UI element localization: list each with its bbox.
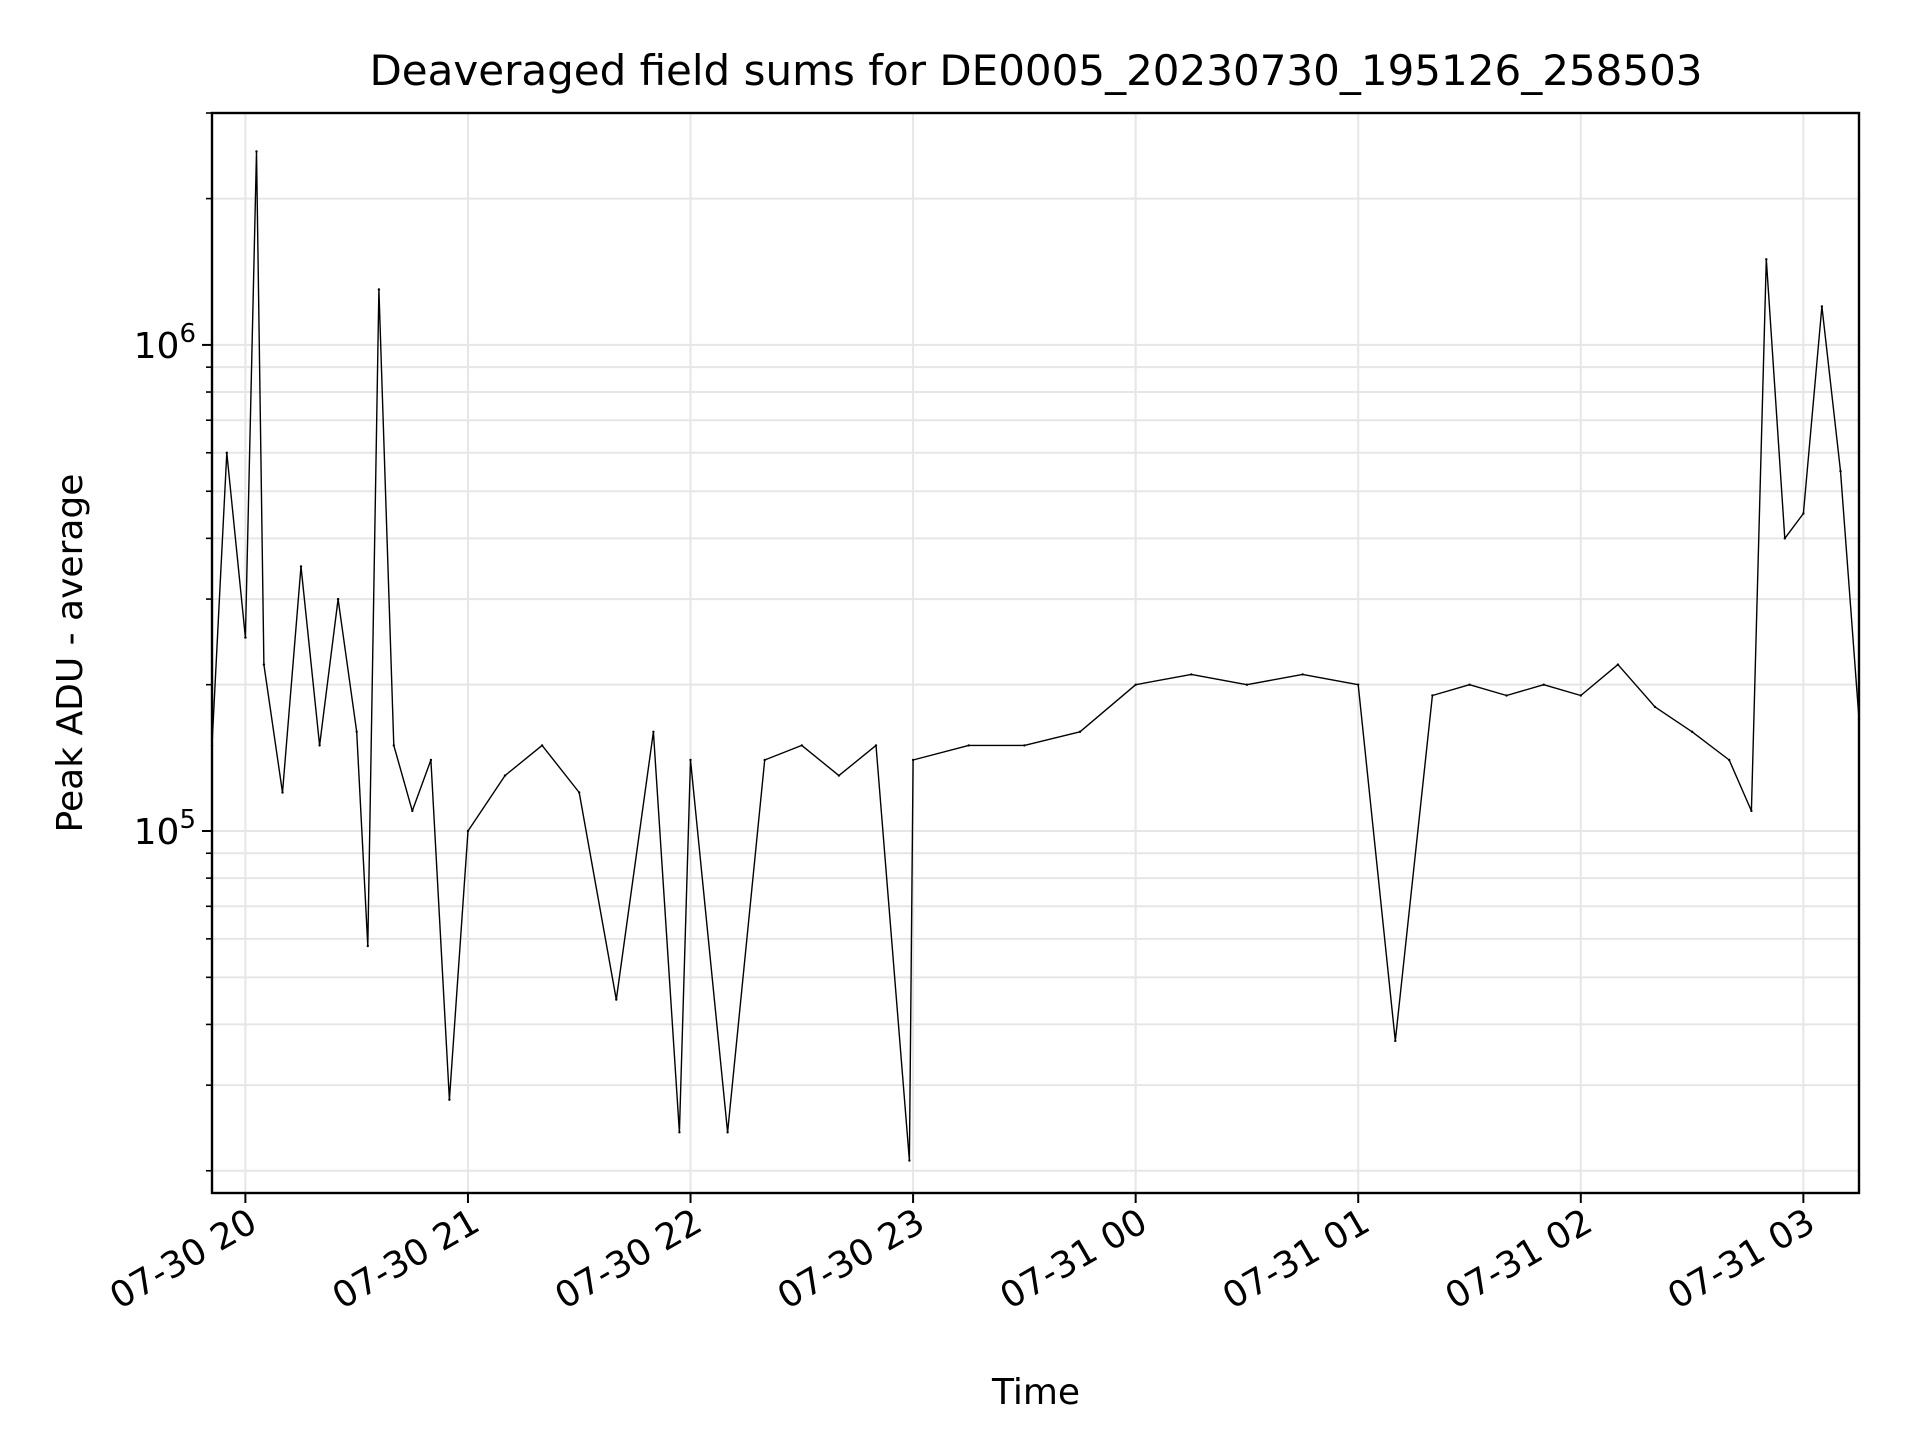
data-point: [262, 663, 266, 666]
data-point: [355, 730, 358, 733]
data-point: [225, 451, 228, 454]
data-point: [1357, 683, 1360, 686]
y-axis-ticks: 105 106: [134, 112, 212, 1172]
data-point: [366, 944, 369, 948]
data-point: [1820, 305, 1824, 308]
y-tick-label: 105: [134, 805, 196, 853]
data-point: [1245, 683, 1249, 686]
data-point: [1616, 663, 1620, 666]
data-point: [967, 744, 970, 747]
data-point: [1542, 683, 1545, 686]
data-point: [874, 744, 878, 747]
data-point: [908, 1159, 911, 1162]
data-point: [652, 730, 655, 733]
data-point: [678, 1131, 681, 1134]
data-point: [429, 758, 433, 762]
data-point: [911, 758, 915, 762]
data-point: [1690, 730, 1694, 733]
series-line: [211, 150, 1860, 1162]
y-axis-label: Peak ADU - average: [50, 474, 91, 833]
data-point: [448, 1098, 451, 1101]
data-point: [1728, 758, 1731, 762]
data-point: [1765, 258, 1768, 261]
data-point: [540, 744, 544, 747]
data-point: [726, 1131, 729, 1134]
chart-title: Deaveraged field sums for DE0005_2023073…: [369, 46, 1702, 95]
x-axis-label: Time: [991, 1372, 1080, 1413]
data-point: [1783, 537, 1787, 540]
data-point: [800, 744, 803, 747]
plot-frame: [210, 111, 1861, 1195]
data-point: [1468, 683, 1471, 686]
data-point: [1431, 694, 1434, 697]
data-point: [1839, 469, 1842, 473]
data-point: [1579, 694, 1583, 697]
data-point: [578, 791, 581, 794]
data-point: [1802, 512, 1805, 515]
data-point: [392, 744, 395, 747]
data-point: [1301, 673, 1304, 676]
data-point: [615, 998, 618, 1001]
x-grid: [244, 113, 1805, 1193]
data-point: [763, 758, 766, 762]
data-point: [1134, 683, 1137, 686]
data-point: [1505, 694, 1508, 697]
data-point: [318, 744, 321, 747]
data-point: [411, 809, 414, 813]
data-point: [466, 829, 470, 833]
data-point: [1023, 744, 1026, 747]
data-point: [1394, 1039, 1397, 1043]
series-layer: [210, 150, 1861, 1162]
data-point: [837, 774, 841, 777]
data-point: [377, 288, 381, 291]
data-point: [503, 774, 507, 777]
data-point: [1653, 705, 1657, 709]
y-tick-label: 106: [134, 319, 196, 367]
data-point: [1078, 730, 1082, 733]
data-point: [281, 791, 284, 794]
data-point: [255, 150, 258, 153]
data-point: [1750, 809, 1753, 813]
data-point: [336, 597, 340, 601]
data-point: [299, 565, 303, 568]
data-point: [689, 758, 692, 762]
data-point: [244, 636, 247, 639]
data-point: [1190, 673, 1193, 676]
